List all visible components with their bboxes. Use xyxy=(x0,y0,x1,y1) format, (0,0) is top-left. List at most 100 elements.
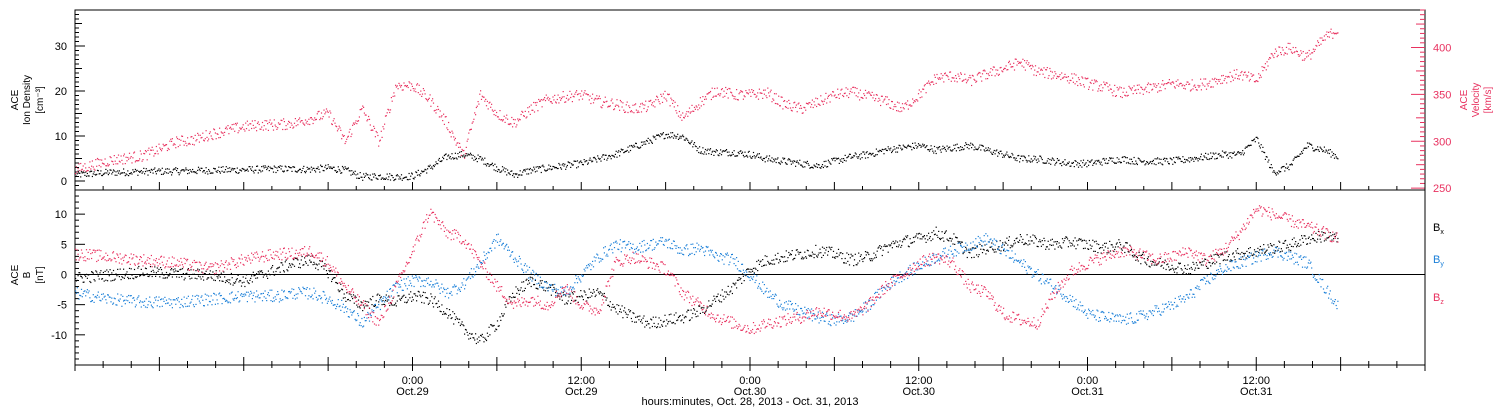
data-point xyxy=(1169,268,1171,271)
data-point xyxy=(1053,75,1055,77)
velocity-tick-label: 300 xyxy=(1433,136,1451,148)
data-point xyxy=(1152,159,1154,161)
data-point xyxy=(1089,81,1091,83)
data-point xyxy=(1331,239,1333,241)
data-point xyxy=(707,306,709,308)
data-point xyxy=(1157,91,1159,93)
data-point xyxy=(156,267,158,269)
data-point xyxy=(128,294,130,297)
data-point xyxy=(81,172,83,174)
data-point xyxy=(1164,88,1166,90)
data-point xyxy=(837,88,839,90)
data-point xyxy=(976,148,978,150)
data-point xyxy=(919,238,921,240)
data-point xyxy=(119,161,121,163)
data-point xyxy=(1314,48,1316,51)
data-point xyxy=(654,325,656,328)
data-point xyxy=(1226,259,1229,261)
data-point xyxy=(1087,159,1089,162)
data-point xyxy=(1133,254,1135,256)
data-point xyxy=(177,270,179,272)
data-point xyxy=(1120,248,1122,250)
data-point xyxy=(924,84,926,86)
data-point xyxy=(1044,240,1046,242)
data-point xyxy=(142,171,144,173)
data-point xyxy=(309,259,311,261)
data-point xyxy=(111,173,113,175)
data-point xyxy=(1032,159,1034,161)
data-point xyxy=(525,168,527,170)
data-point xyxy=(487,163,489,165)
data-point xyxy=(922,236,924,238)
data-point xyxy=(980,248,982,250)
data-point xyxy=(1258,73,1260,75)
data-point xyxy=(1132,93,1134,95)
data-point xyxy=(904,103,906,105)
data-point xyxy=(452,132,454,134)
data-point xyxy=(1277,173,1279,175)
data-point xyxy=(150,304,152,306)
data-point xyxy=(517,120,520,122)
data-point xyxy=(82,281,84,283)
data-point xyxy=(1280,251,1282,253)
data-point xyxy=(1146,161,1148,163)
data-point xyxy=(1134,89,1136,92)
data-point xyxy=(965,142,967,144)
data-point xyxy=(1056,77,1058,79)
data-point xyxy=(1328,31,1330,33)
data-point xyxy=(922,143,924,145)
data-point xyxy=(329,167,331,169)
data-point xyxy=(426,99,428,101)
data-point xyxy=(293,265,296,267)
data-point xyxy=(758,88,760,90)
data-point xyxy=(380,178,382,180)
data-point xyxy=(896,101,899,103)
data-point xyxy=(708,300,710,302)
data-point xyxy=(1237,151,1239,153)
data-point xyxy=(700,307,702,309)
data-point xyxy=(1040,68,1042,70)
data-point xyxy=(176,138,179,140)
data-point xyxy=(1009,63,1011,65)
data-point xyxy=(1101,247,1103,249)
data-point xyxy=(1103,81,1105,83)
data-point xyxy=(267,270,269,272)
data-point xyxy=(1276,246,1278,248)
data-point xyxy=(728,151,730,153)
data-point xyxy=(213,167,215,169)
data-point xyxy=(331,167,333,169)
data-point xyxy=(1128,85,1130,87)
data-point xyxy=(572,293,574,295)
data-point xyxy=(679,315,681,317)
data-point xyxy=(942,145,944,147)
data-point xyxy=(1206,83,1208,85)
data-point xyxy=(278,266,280,268)
data-point xyxy=(1249,78,1251,81)
data-point xyxy=(509,123,511,125)
velocity-tick-label: 400 xyxy=(1433,43,1451,55)
data-point xyxy=(877,100,879,102)
data-point xyxy=(139,158,141,160)
data-point xyxy=(1083,239,1085,241)
data-point xyxy=(1155,164,1157,166)
data-point xyxy=(448,131,451,133)
data-point xyxy=(495,114,497,117)
data-point xyxy=(1108,252,1110,254)
data-point xyxy=(990,151,992,153)
data-point xyxy=(257,172,259,174)
data-point xyxy=(698,151,700,154)
data-point xyxy=(639,106,641,108)
data-point xyxy=(301,120,303,122)
data-point xyxy=(920,146,922,148)
data-point xyxy=(1251,139,1253,142)
data-point xyxy=(925,92,927,94)
data-point xyxy=(704,98,706,100)
data-point xyxy=(219,136,221,139)
data-point xyxy=(824,252,826,254)
data-point xyxy=(170,269,172,271)
data-point xyxy=(708,153,710,155)
data-point xyxy=(611,98,613,100)
data-point xyxy=(109,169,111,171)
data-point xyxy=(272,265,274,267)
data-point xyxy=(780,160,782,162)
